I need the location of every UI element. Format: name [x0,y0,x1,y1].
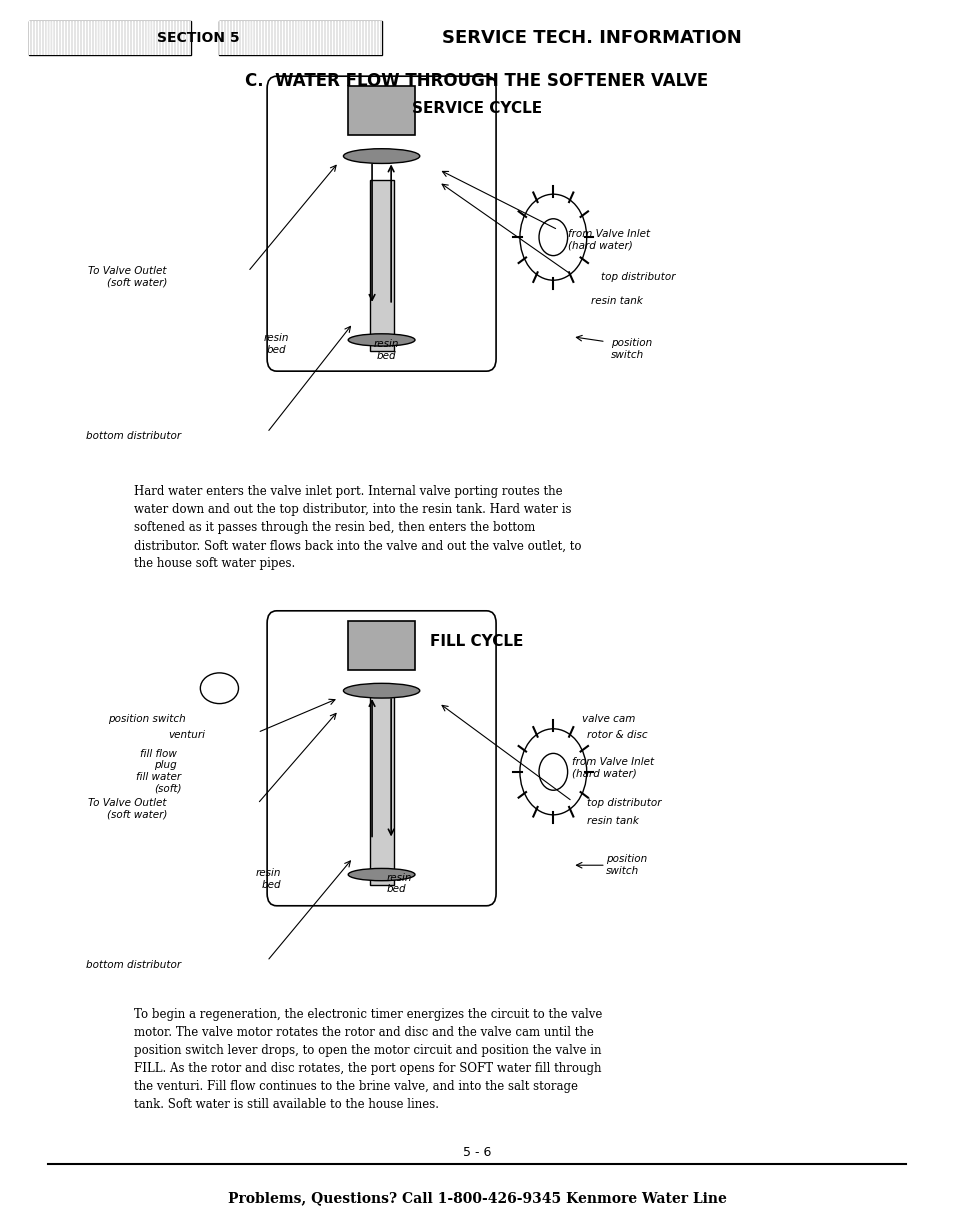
Text: bottom distributor: bottom distributor [86,960,181,970]
Text: C.  WATER FLOW THROUGH THE SOFTENER VALVE: C. WATER FLOW THROUGH THE SOFTENER VALVE [245,73,708,90]
Text: fill flow
plug: fill flow plug [139,748,176,771]
Text: resin
bed: resin bed [255,868,281,890]
Text: venturi: venturi [168,730,205,740]
Text: position
switch: position switch [610,338,651,360]
Text: resin
bed: resin bed [386,873,412,895]
Text: To Valve Outlet
(soft water): To Valve Outlet (soft water) [89,798,167,820]
Text: To begin a regeneration, the electronic timer energizes the circuit to the valve: To begin a regeneration, the electronic … [133,1008,601,1111]
Text: FILL CYCLE: FILL CYCLE [430,634,523,649]
Text: Hard water enters the valve inlet port. Internal valve porting routes the
water : Hard water enters the valve inlet port. … [133,485,580,570]
Circle shape [538,753,567,790]
Text: resin tank: resin tank [586,816,638,826]
Text: SERVICE TECH. INFORMATION: SERVICE TECH. INFORMATION [441,29,740,47]
Bar [348,621,415,670]
FancyBboxPatch shape [29,21,191,55]
Text: SERVICE CYCLE: SERVICE CYCLE [412,101,541,116]
Text: To Valve Outlet
(soft water): To Valve Outlet (soft water) [89,265,167,288]
Text: from Valve Inlet
(hard water): from Valve Inlet (hard water) [572,757,654,779]
Text: top distributor: top distributor [600,272,675,281]
Text: from Valve Inlet
(hard water): from Valve Inlet (hard water) [567,229,649,251]
Ellipse shape [348,334,415,347]
Ellipse shape [348,869,415,881]
Text: rotor & disc: rotor & disc [586,730,647,740]
Bar [369,696,393,885]
Text: valve cam: valve cam [581,714,635,724]
Bar [369,181,393,350]
Text: resin
bed: resin bed [264,333,289,355]
Text: SECTION 5: SECTION 5 [157,31,239,45]
Text: position switch: position switch [109,714,186,724]
Text: resin
bed: resin bed [374,339,398,361]
FancyBboxPatch shape [219,21,381,55]
Bar [348,86,415,135]
Text: fill water
(soft): fill water (soft) [136,772,181,794]
Text: Problems, Questions? Call 1-800-426-9345 Kenmore Water Line: Problems, Questions? Call 1-800-426-9345… [228,1191,725,1206]
Text: 5 - 6: 5 - 6 [462,1147,491,1159]
Circle shape [538,219,567,256]
Text: bottom distributor: bottom distributor [86,431,181,441]
Ellipse shape [343,149,419,163]
Text: position
switch: position switch [605,854,646,876]
Ellipse shape [343,683,419,698]
Text: top distributor: top distributor [586,798,660,807]
Text: resin tank: resin tank [591,296,642,306]
